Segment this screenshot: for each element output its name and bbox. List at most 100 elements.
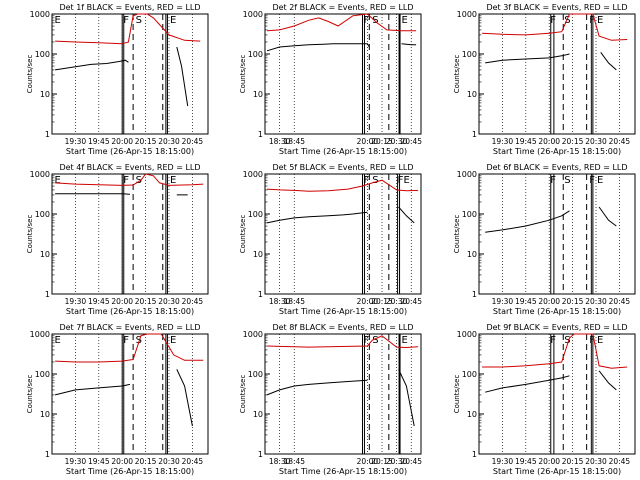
- lld-series-line: [55, 333, 204, 363]
- y-tick-label: 1000: [457, 10, 477, 19]
- x-tick-label: 19:30: [492, 297, 514, 306]
- y-tick-label: 100: [35, 370, 50, 379]
- x-axis-label: Start Time (26-Apr-15 18:15:00): [279, 307, 407, 316]
- lld-series-line: [482, 333, 628, 369]
- event-marker-label: F: [123, 335, 129, 346]
- x-tick-label: 20:00: [357, 137, 379, 146]
- events-series-line: [266, 206, 415, 224]
- chart-title: Det 7f BLACK = Events, RED = LLD: [59, 323, 200, 332]
- x-tick-label: 20:30: [386, 297, 408, 306]
- event-marker-label: F: [550, 15, 556, 26]
- event-marker-label: F: [589, 175, 595, 186]
- y-tick-label: 1000: [243, 170, 263, 179]
- x-tick-label: 20:15: [135, 137, 157, 146]
- x-tick-label: 20:45: [609, 297, 631, 306]
- y-tick-label: 100: [35, 50, 50, 59]
- chart-title: Det 2f BLACK = Events, RED = LLD: [272, 3, 413, 12]
- plot-frame: [478, 173, 636, 295]
- x-tick-label: 20:00: [357, 297, 379, 306]
- x-tick-label: 20:45: [609, 457, 631, 466]
- y-tick-label: 100: [248, 370, 263, 379]
- event-marker-label: F: [123, 175, 129, 186]
- x-axis-label: Start Time (26-Apr-15 18:15:00): [66, 147, 194, 156]
- x-tick-label: 20:45: [182, 457, 204, 466]
- x-tick-label: 20:45: [400, 137, 422, 146]
- y-tick-label: 100: [248, 50, 263, 59]
- y-tick-label: 1000: [243, 10, 263, 19]
- x-tick-label: 20:30: [585, 137, 607, 146]
- x-tick-label: 19:30: [65, 297, 87, 306]
- y-axis-label: Counts/sec: [239, 215, 247, 254]
- y-tick-label: 100: [248, 210, 263, 219]
- x-tick-label: 20:15: [371, 297, 393, 306]
- x-tick-label: 20:00: [111, 137, 133, 146]
- chart-panel: Det 8f BLACK = Events, RED = LLD 1 10 100 10…: [239, 323, 422, 476]
- y-tick-label: 10: [253, 90, 263, 99]
- x-axis-label: Start Time (26-Apr-15 18:15:00): [279, 467, 407, 476]
- plot-frame: [264, 173, 422, 295]
- event-marker-label: E: [597, 175, 603, 186]
- events-series-line: [485, 370, 617, 393]
- y-tick-label: 1: [258, 290, 263, 299]
- x-tick-label: 20:30: [158, 457, 180, 466]
- x-tick-label: 19:45: [515, 457, 537, 466]
- x-tick-label: 20:30: [386, 137, 408, 146]
- y-tick-label: 1: [45, 290, 50, 299]
- x-tick-label: 20:30: [585, 297, 607, 306]
- x-tick-label: 19:45: [88, 137, 110, 146]
- y-tick-label: 1: [472, 130, 477, 139]
- event-marker-label: F: [550, 175, 556, 186]
- y-axis-label: Counts/sec: [26, 375, 34, 414]
- plot-frame: [478, 13, 636, 135]
- x-tick-label: 19:45: [88, 457, 110, 466]
- lld-series-line: [266, 179, 419, 192]
- y-axis-label: Counts/sec: [239, 55, 247, 94]
- x-tick-label: 20:00: [111, 297, 133, 306]
- event-marker-label: S: [136, 175, 142, 186]
- events-series-line: [266, 43, 417, 52]
- plot-frame: [51, 333, 209, 455]
- y-tick-label: 10: [40, 250, 50, 259]
- events-series-line: [55, 193, 188, 196]
- y-tick-label: 1000: [243, 330, 263, 339]
- events-series-line: [54, 369, 193, 427]
- y-tick-label: 100: [35, 210, 50, 219]
- y-tick-label: 1000: [30, 330, 50, 339]
- x-tick-label: 20:30: [158, 137, 180, 146]
- lld-series-line: [55, 173, 204, 186]
- event-marker-label: F: [589, 15, 595, 26]
- chart-panel: Det 9f BLACK = Events, RED = LLD 1 10 100 10…: [453, 323, 636, 476]
- event-marker-label: E: [55, 335, 61, 346]
- event-marker-label: S: [372, 175, 378, 186]
- x-axis-label: Start Time (26-Apr-15 18:15:00): [493, 307, 621, 316]
- x-tick-label: 20:45: [400, 297, 422, 306]
- event-marker-label: E: [170, 175, 176, 186]
- x-tick-label: 19:30: [65, 137, 87, 146]
- event-marker-label: S: [136, 15, 142, 26]
- y-tick-label: 1000: [30, 170, 50, 179]
- y-axis-label: Counts/sec: [26, 55, 34, 94]
- y-axis-label: Counts/sec: [453, 375, 461, 414]
- x-axis-label: Start Time (26-Apr-15 18:15:00): [279, 147, 407, 156]
- x-tick-label: 20:00: [538, 457, 560, 466]
- x-tick-label: 19:45: [515, 137, 537, 146]
- x-tick-label: 18:30: [269, 457, 291, 466]
- x-tick-label: 20:15: [562, 137, 584, 146]
- x-tick-label: 18:45: [283, 137, 305, 146]
- events-series-line: [485, 52, 617, 71]
- event-marker-label: F: [589, 335, 595, 346]
- chart-panel: Det 6f BLACK = Events, RED = LLD 1 10 100 10…: [453, 163, 636, 316]
- chart-title: Det 3f BLACK = Events, RED = LLD: [486, 3, 627, 12]
- event-marker-label: S: [372, 335, 378, 346]
- x-tick-label: 20:15: [562, 457, 584, 466]
- y-tick-label: 1: [472, 450, 477, 459]
- x-tick-label: 20:45: [182, 297, 204, 306]
- plot-frame: [264, 333, 422, 455]
- x-tick-label: 20:30: [158, 297, 180, 306]
- y-tick-label: 1: [45, 450, 50, 459]
- chart-panel: Det 3f BLACK = Events, RED = LLD 1 10 100 10…: [453, 3, 636, 156]
- events-series-line: [266, 369, 415, 427]
- event-marker-label: F: [364, 15, 370, 26]
- event-marker-label: F: [398, 175, 404, 186]
- y-tick-label: 10: [253, 410, 263, 419]
